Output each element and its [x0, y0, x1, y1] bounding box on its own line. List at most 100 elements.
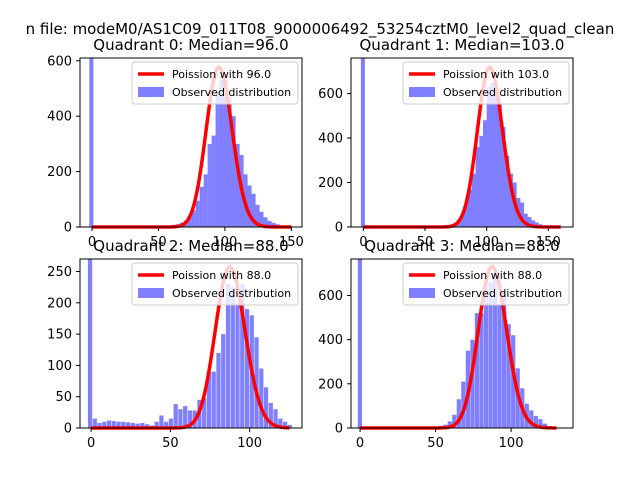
histogram-bar	[508, 173, 513, 227]
histogram-bar	[259, 368, 264, 428]
legend-hist-label: Observed distribution	[443, 287, 562, 300]
quadrant-title: Quadrant 3: Median=88.0	[364, 237, 559, 255]
histogram-bar	[255, 204, 260, 227]
quadrant-2-plot: 0 50 100 0 50 100 150 200 250 Quadrant 2: Median=…	[47, 237, 303, 451]
y-tick-label: 400	[318, 132, 343, 147]
x-tick-label: 150	[536, 235, 561, 250]
x-tick-label: 150	[279, 235, 304, 250]
axes-frame	[350, 57, 574, 228]
histogram-bar	[211, 135, 216, 227]
histogram-bar	[523, 213, 528, 227]
quadrant-3-plot: 0 50 100 0 200 400 600 Quadrant 3: Median=88.0 P…	[318, 237, 574, 451]
histogram-bar	[89, 58, 94, 227]
histogram-bar	[227, 96, 232, 227]
x-tick-label: 50	[427, 436, 444, 451]
y-tick-label: 0	[64, 221, 72, 236]
histogram-bar	[230, 287, 235, 428]
y-tick-label: 200	[318, 377, 343, 392]
histogram-bar	[268, 402, 273, 428]
histogram-bar	[464, 202, 469, 227]
histogram-bar	[111, 421, 116, 428]
legend-fit-label: Poission with 103.0	[443, 68, 549, 81]
histogram-bar	[178, 409, 183, 428]
legend-hist-swatch	[409, 288, 435, 298]
quadrant-0-plot: 0 50 100 150 0 200 400 600 Quadrant 0: Median=96…	[47, 36, 304, 250]
histogram-bar	[278, 418, 283, 428]
histogram-bar	[145, 424, 150, 428]
x-tick-label: 100	[237, 436, 262, 451]
y-tick-label: 250	[47, 265, 72, 280]
histogram-bar	[191, 210, 196, 227]
x-tick-label: 0	[356, 436, 364, 451]
histogram-bar	[494, 91, 499, 227]
legend-fit-label: Poission with 88.0	[443, 269, 542, 282]
legend-hist-label: Observed distribution	[443, 86, 562, 99]
y-tick-label: 150	[47, 328, 72, 343]
histogram-bar	[244, 309, 250, 428]
histogram-bar	[471, 173, 476, 227]
y-tick-label: 600	[318, 87, 343, 102]
histogram-bar	[533, 415, 538, 428]
histogram-bar	[479, 135, 484, 227]
y-tick-label: 200	[47, 296, 72, 311]
legend-hist-swatch	[409, 87, 435, 97]
histogram-bar	[203, 174, 208, 227]
histogram-bar	[497, 102, 502, 227]
histogram-bar	[267, 220, 272, 227]
histogram-bar	[247, 185, 252, 227]
legend-hist-swatch	[138, 87, 164, 97]
y-tick-label: 600	[47, 54, 72, 69]
quadrant-title: Quadrant 0: Median=96.0	[93, 36, 288, 54]
histogram-bar	[215, 91, 220, 227]
legend: Poission with 88.0 Observed distribution	[131, 262, 299, 306]
histogram-bar	[231, 116, 236, 227]
histogram-bar	[468, 189, 473, 227]
histogram-bar	[130, 422, 135, 428]
histogram-bar	[501, 126, 506, 227]
histogram-bar	[519, 202, 525, 227]
histogram-bar	[263, 387, 269, 428]
histogram-bar	[211, 371, 216, 428]
histogram-bar	[116, 421, 121, 428]
histogram-bar	[254, 337, 259, 428]
histogram-bar	[534, 222, 539, 227]
x-tick-label: 50	[150, 235, 167, 250]
histogram-bar	[173, 404, 178, 428]
histogram-bar	[140, 422, 145, 428]
x-tick-label: 100	[212, 235, 237, 250]
histogram-bar	[492, 273, 498, 428]
histogram-bar	[135, 423, 140, 428]
histogram-bar	[475, 146, 480, 227]
legend-box	[131, 262, 299, 306]
histogram-bar	[271, 222, 276, 227]
y-tick-label: 0	[335, 221, 343, 236]
histogram-bar	[360, 58, 365, 227]
histogram-bar	[497, 304, 502, 428]
histogram-bar	[251, 193, 256, 227]
legend-fit-label: Poission with 96.0	[172, 68, 271, 81]
figure-suptitle: n file: modeM0/AS1C09_011T08_9000006492_…	[26, 20, 615, 39]
x-tick-label: 100	[499, 436, 524, 451]
quadrant-title: Quadrant 2: Median=88.0	[93, 237, 288, 255]
histogram-bar	[219, 80, 224, 227]
x-tick-label: 50	[162, 436, 179, 451]
y-tick-label: 50	[55, 390, 72, 405]
legend: Poission with 96.0 Observed distribution	[131, 61, 299, 105]
legend-hist-label: Observed distribution	[172, 287, 291, 300]
histogram-bar	[460, 213, 465, 227]
histogram-bar	[235, 143, 240, 227]
y-tick-label: 600	[318, 289, 343, 304]
axes-frame	[79, 57, 303, 228]
histogram-bar	[121, 421, 126, 428]
histogram-bar	[240, 284, 245, 428]
histogram-bar	[531, 220, 536, 227]
histogram-bar	[223, 76, 228, 227]
histogram-bar	[527, 216, 532, 227]
legend-box	[402, 61, 570, 105]
histogram-bar	[282, 421, 288, 428]
legend-fit-label: Poission with 88.0	[172, 269, 271, 282]
histogram-bar	[159, 415, 164, 428]
histogram-bar	[505, 155, 510, 227]
histogram-bar	[542, 423, 548, 428]
legend-hist-swatch	[138, 288, 164, 298]
